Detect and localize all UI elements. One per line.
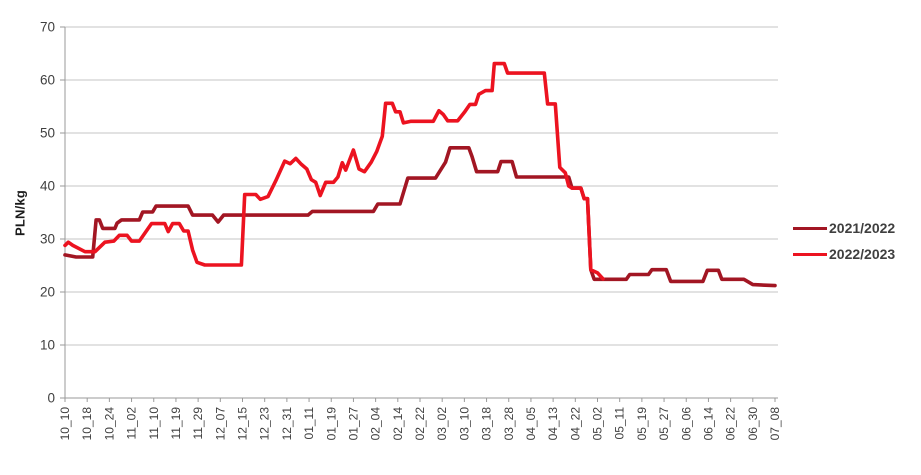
legend-item-2021-2022: 2021/2022	[793, 215, 895, 241]
x-tick-label-04_22: 04_22	[568, 407, 582, 441]
x-tick-label-12_31: 12_31	[280, 407, 294, 441]
x-tick-label-12_15: 12_15	[236, 407, 250, 441]
y-tick-label-60: 60	[40, 73, 55, 88]
x-tick-label-06_30: 06_30	[746, 407, 760, 441]
x-tick-label-02_04: 02_04	[369, 407, 383, 441]
x-tick-label-02_22: 02_22	[413, 407, 427, 441]
y-tick-label-30: 30	[40, 232, 55, 247]
legend-swatch-2021-2022	[793, 226, 827, 230]
x-tick-label-12_07: 12_07	[213, 407, 227, 441]
x-tick-label-01_19: 01_19	[324, 407, 338, 441]
x-tick-label-11_10: 11_10	[147, 407, 161, 440]
y-tick-label-20: 20	[40, 285, 55, 300]
legend-label-2022-2023: 2022/2023	[829, 246, 896, 262]
series-line-2021-2022	[63, 146, 777, 288]
y-tick-label-0: 0	[47, 391, 55, 406]
y-tick-label-70: 70	[40, 20, 55, 35]
x-tick-label-06_22: 06_22	[724, 407, 738, 441]
x-tick-label-10_24: 10_24	[102, 407, 116, 441]
x-tick-label-05_19: 05_19	[635, 407, 649, 441]
x-tick-label-04_13: 04_13	[546, 407, 560, 441]
x-tick-label-05_11: 05_11	[613, 407, 627, 440]
x-tick-label-03_28: 03_28	[502, 407, 516, 441]
x-tick-label-06_06: 06_06	[679, 407, 693, 441]
x-tick-label-05_27: 05_27	[657, 407, 671, 441]
x-tick-label-02_14: 02_14	[391, 407, 405, 441]
y-tick-label-10: 10	[40, 338, 55, 353]
x-tick-label-12_23: 12_23	[258, 407, 272, 441]
legend-label-2021-2022: 2021/2022	[829, 220, 896, 236]
legend-swatch-2022-2023	[793, 252, 827, 256]
x-tick-label-11_29: 11_29	[191, 407, 205, 440]
x-tick-label-04_05: 04_05	[524, 407, 538, 441]
legend: 2021/2022 2022/2023	[793, 215, 895, 267]
x-tick-label-10_10: 10_10	[58, 407, 72, 441]
series-line-2022-2023	[63, 61, 605, 281]
y-tick-label-40: 40	[40, 179, 55, 194]
x-tick-label-03_02: 03_02	[435, 407, 449, 441]
x-tick-label-01_11: 01_11	[302, 407, 316, 440]
x-tick-label-05_02: 05_02	[591, 407, 605, 441]
x-tick-label-03_10: 03_10	[457, 407, 471, 441]
x-tick-label-07_08: 07_08	[768, 407, 782, 441]
legend-item-2022-2023: 2022/2023	[793, 241, 895, 267]
x-tick-label-01_27: 01_27	[346, 407, 360, 441]
x-tick-label-11_19: 11_19	[169, 407, 183, 440]
x-tick-label-11_02: 11_02	[125, 407, 139, 440]
x-tick-label-06_14: 06_14	[701, 407, 715, 441]
x-tick-label-10_18: 10_18	[80, 407, 94, 441]
x-tick-label-03_18: 03_18	[480, 407, 494, 441]
y-tick-label-50: 50	[40, 126, 55, 141]
y-axis-title: PLN/kg	[12, 190, 28, 236]
